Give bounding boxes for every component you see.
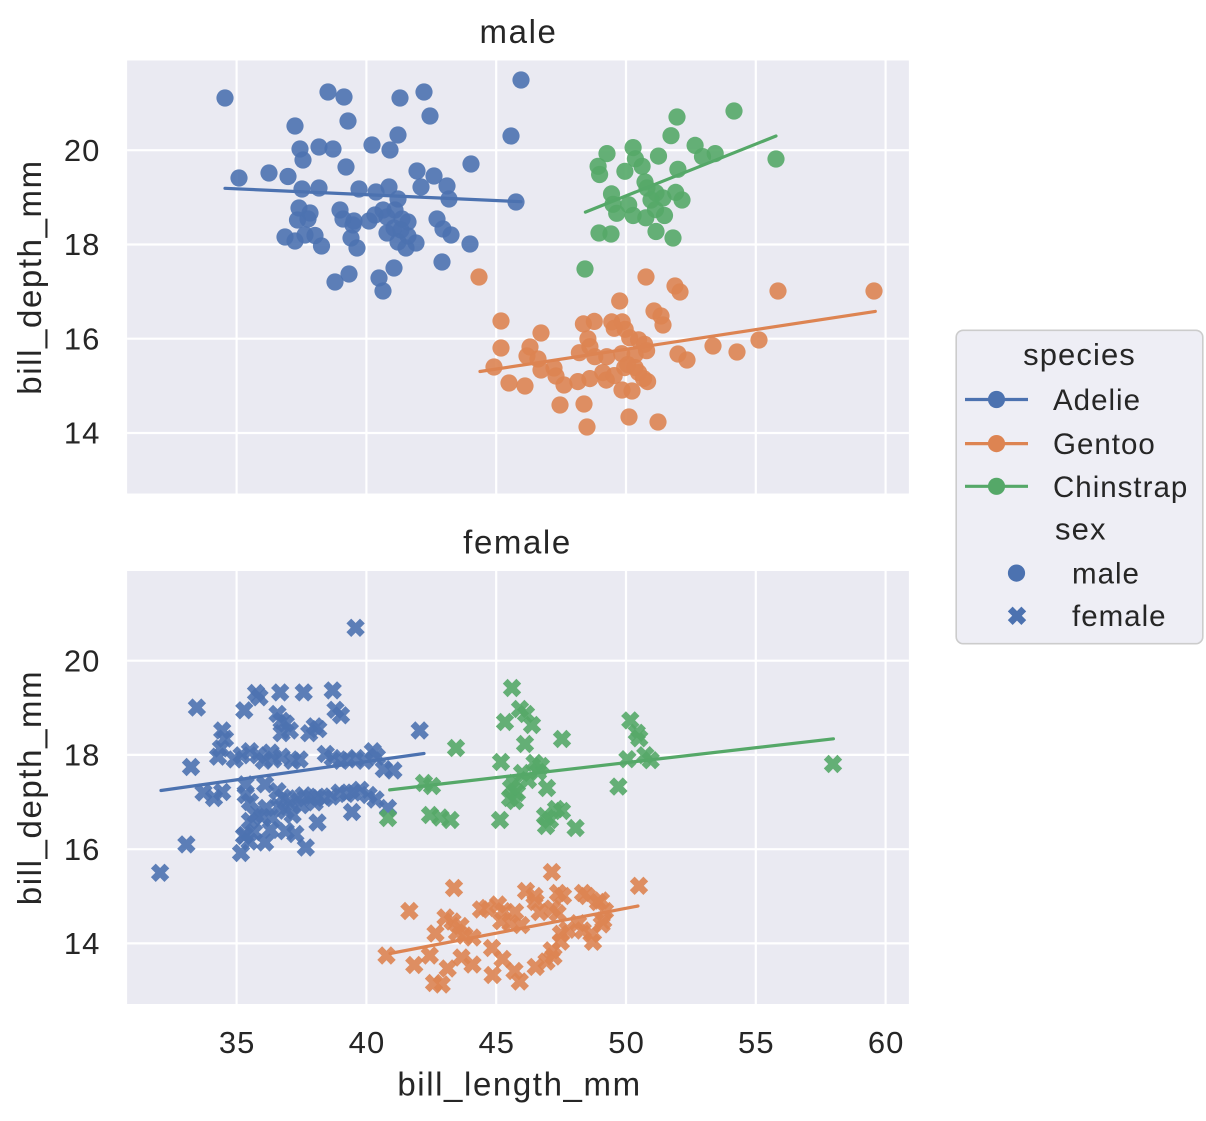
svg-text:18: 18 bbox=[64, 738, 101, 773]
svg-text:16: 16 bbox=[64, 832, 101, 867]
svg-text:sex: sex bbox=[1055, 512, 1107, 547]
svg-text:male: male bbox=[1072, 558, 1140, 591]
svg-text:bill_depth_mm: bill_depth_mm bbox=[11, 670, 48, 905]
svg-text:Adelie: Adelie bbox=[1053, 384, 1141, 417]
svg-text:16: 16 bbox=[64, 321, 101, 356]
svg-text:14: 14 bbox=[64, 926, 101, 961]
svg-text:bill_length_mm: bill_length_mm bbox=[397, 1066, 641, 1103]
svg-text:60: 60 bbox=[868, 1025, 905, 1060]
svg-text:50: 50 bbox=[608, 1025, 645, 1060]
svg-text:55: 55 bbox=[738, 1025, 775, 1060]
svg-text:40: 40 bbox=[349, 1025, 386, 1060]
svg-text:Chinstrap: Chinstrap bbox=[1053, 471, 1188, 504]
svg-text:18: 18 bbox=[64, 227, 101, 262]
svg-text:45: 45 bbox=[478, 1025, 515, 1060]
svg-text:female: female bbox=[1072, 600, 1167, 633]
svg-text:Gentoo: Gentoo bbox=[1053, 428, 1156, 461]
svg-text:species: species bbox=[1023, 337, 1136, 372]
svg-text:female: female bbox=[463, 523, 572, 560]
svg-text:35: 35 bbox=[219, 1025, 256, 1060]
svg-text:20: 20 bbox=[64, 643, 101, 678]
svg-text:bill_depth_mm: bill_depth_mm bbox=[11, 159, 48, 394]
svg-text:20: 20 bbox=[64, 133, 101, 168]
svg-text:male: male bbox=[480, 13, 558, 50]
svg-text:14: 14 bbox=[64, 416, 101, 451]
